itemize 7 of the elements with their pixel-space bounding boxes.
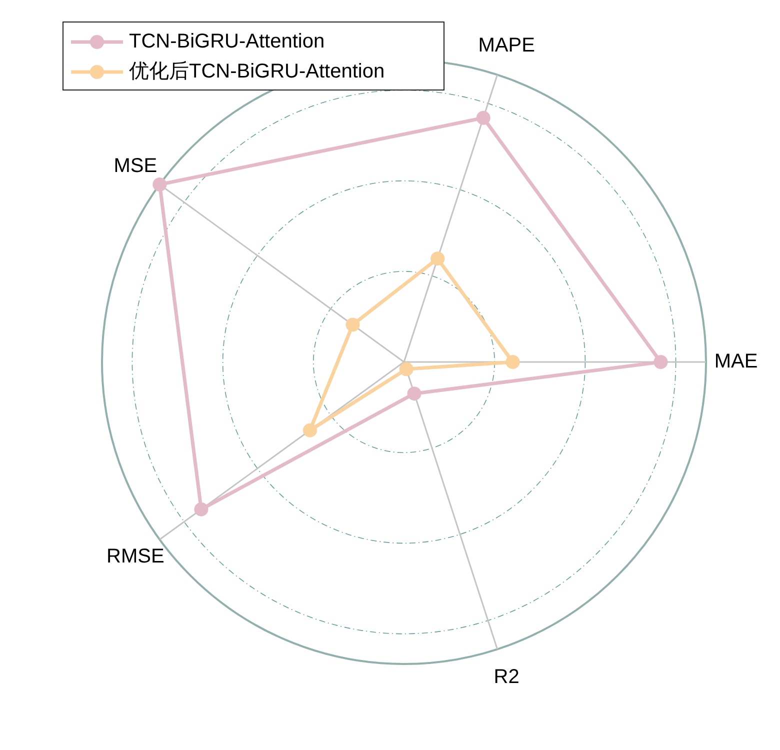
spoke-label: RMSE (106, 545, 164, 568)
legend-label: 优化后TCN-BiGRU-Attention (129, 60, 385, 82)
legend-label: TCN-BiGRU-Attention (129, 30, 325, 52)
spoke-label: MSE (114, 155, 158, 178)
spoke-label: R2 (494, 666, 520, 688)
spoke-label: MAE (714, 350, 758, 372)
spoke-label: MAPE (478, 34, 535, 57)
